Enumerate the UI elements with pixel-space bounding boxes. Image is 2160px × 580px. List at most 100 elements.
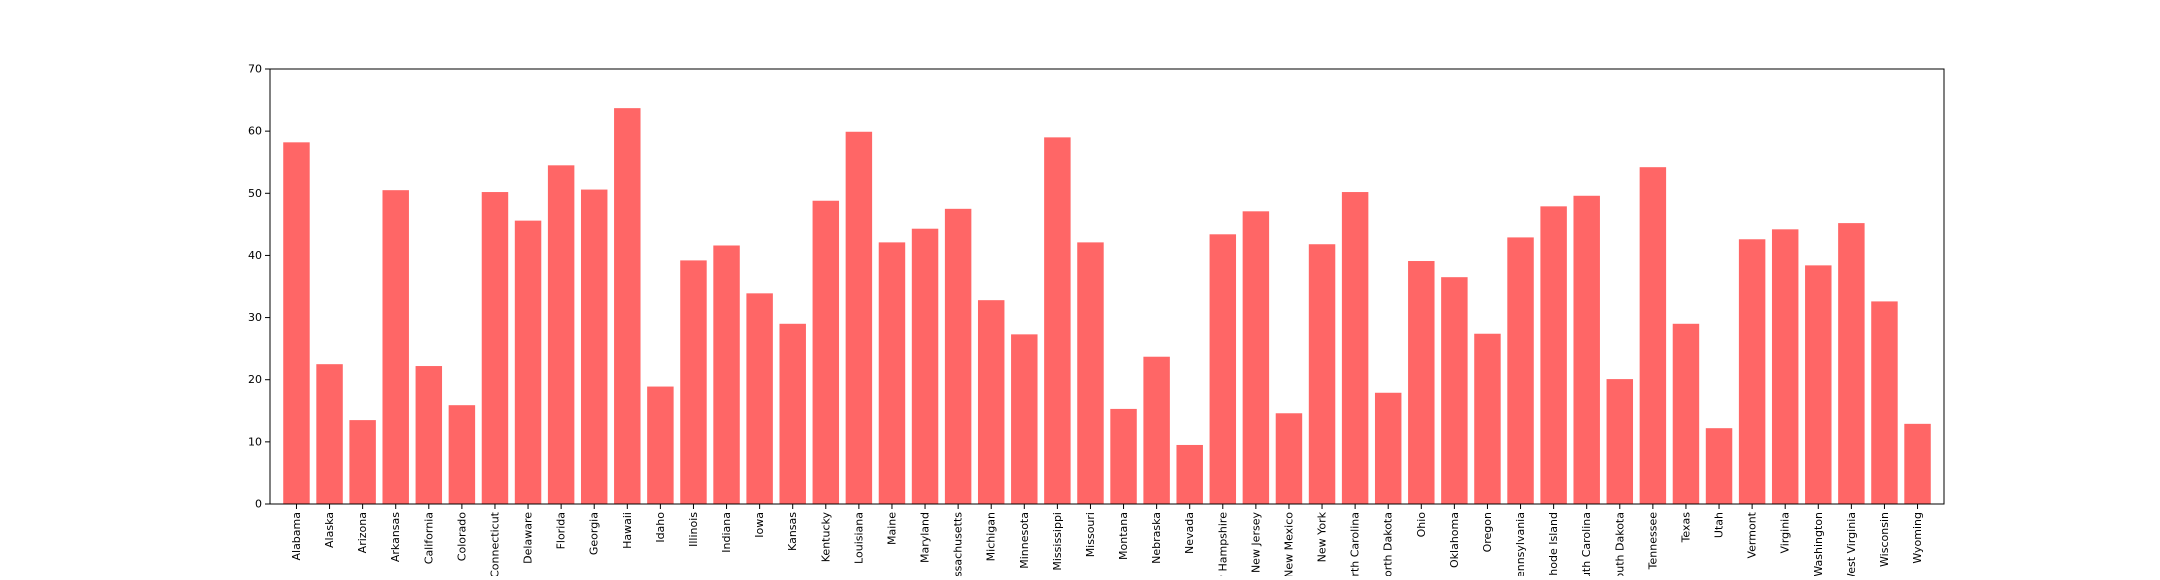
x-tick-label: Nebraska [1150,512,1163,564]
y-tick-label: 60 [248,125,262,138]
x-tick-label: Rhode Island [1547,512,1560,576]
x-tick-label: Arkansas [389,512,402,562]
bar [1143,356,1170,504]
x-tick-label: Alaska [323,512,336,548]
x-tick-label: New Mexico [1282,512,1295,576]
bar [1374,392,1402,504]
bar [1639,167,1667,504]
x-tick-label: Utah [1713,512,1726,538]
bar [349,420,376,504]
bar [1308,244,1336,505]
y-tick-label: 40 [248,249,262,262]
x-tick-label: Wisconsin [1878,512,1891,567]
bar [580,189,608,504]
plot-frame [269,68,1945,505]
x-tick-label: New Hampshire [1216,512,1229,576]
bar [1606,379,1634,504]
bar [1705,428,1733,504]
x-tick-label: Vermont [1746,511,1759,558]
bar [1209,234,1237,505]
bar [415,366,443,504]
bar [283,142,310,504]
x-tick-label: South Dakota [1613,512,1626,576]
x-tick-label: Mississippi [1051,512,1064,571]
x-tick-label: Oklahoma [1448,512,1461,568]
x-tick-label: Louisiana [852,512,865,564]
x-tick-label: Hawaii [621,512,634,549]
y-tick-label: 50 [248,187,262,200]
bar [1540,206,1567,504]
x-tick-label: North Carolina [1349,512,1362,576]
x-tick-label: Missouri [1084,512,1097,557]
bar [1838,223,1865,505]
bar [1573,195,1600,504]
bar [1110,408,1137,504]
x-tick-label: Illinois [687,512,700,547]
x-tick-label: Texas [1679,512,1692,544]
x-tick-label: South Carolina [1580,512,1593,576]
x-tick-label: Idaho [654,512,667,543]
y-tick-label: 70 [248,63,262,76]
bar [944,208,972,504]
y-axis: 0 10 20 30 40 50 60 70 [248,63,270,511]
bar [713,245,740,505]
bar [1474,333,1501,504]
bar [977,300,1005,504]
x-tick-label: Ohio [1415,512,1428,538]
x-tick-label: Pennsylvania [1514,512,1527,576]
y-tick-label: 30 [248,311,262,324]
bar [911,228,939,504]
x-tick-label: Kansas [786,512,799,551]
bar [1044,137,1071,505]
bar [1507,237,1534,504]
y-tick-label: 20 [248,373,262,386]
x-tick-label: Nevada [1183,512,1196,554]
bar [1771,229,1799,504]
bar [1408,261,1435,504]
bar [1275,413,1303,504]
x-tick-label: Kentucky [819,512,832,563]
bar [1341,192,1369,505]
bar [845,131,873,504]
y-tick-label: 10 [248,435,262,448]
bar [1871,301,1898,504]
bar [746,293,773,504]
x-tick-label: Virginia [1779,512,1792,553]
x-tick-label: Georgia [588,512,601,555]
bar [547,165,575,504]
x-tick-label: Montana [1117,512,1130,560]
bars-layer [283,108,1931,505]
bar [316,364,343,504]
bar [382,190,409,504]
bar [1672,323,1700,504]
x-tick-label: Michigan [985,512,998,561]
x-tick-label: Maryland [919,512,932,563]
bar [680,260,707,504]
bar [878,242,906,504]
x-tick-label: Connecticut [488,511,501,576]
x-tick-label: Arizona [356,512,369,553]
x-tick-label: Tennessee [1646,512,1659,571]
x-tick-label: Indiana [720,512,733,553]
bar [647,386,674,504]
x-tick-label: Minnesota [1018,512,1031,569]
x-tick-label: New York [1316,511,1329,562]
x-tick-label: Iowa [753,512,766,538]
y-tick-label: 0 [255,498,262,511]
x-tick-label: North Dakota [1382,512,1395,576]
x-tick-label: Colorado [455,512,468,561]
bar [1011,334,1038,504]
bar [614,108,641,505]
bar [779,323,806,504]
x-axis: Alabama Alaska Arizona Arkansas California Co… [290,504,1924,580]
bar [1441,277,1468,504]
bar [1077,242,1104,504]
bar [481,192,509,505]
x-tick-label: Maine [885,512,898,545]
bar [1242,211,1270,504]
x-tick-label: Oregon [1481,512,1494,552]
x-tick-label: Washington [1812,512,1825,576]
x-tick-label: Massachusetts [952,512,965,576]
